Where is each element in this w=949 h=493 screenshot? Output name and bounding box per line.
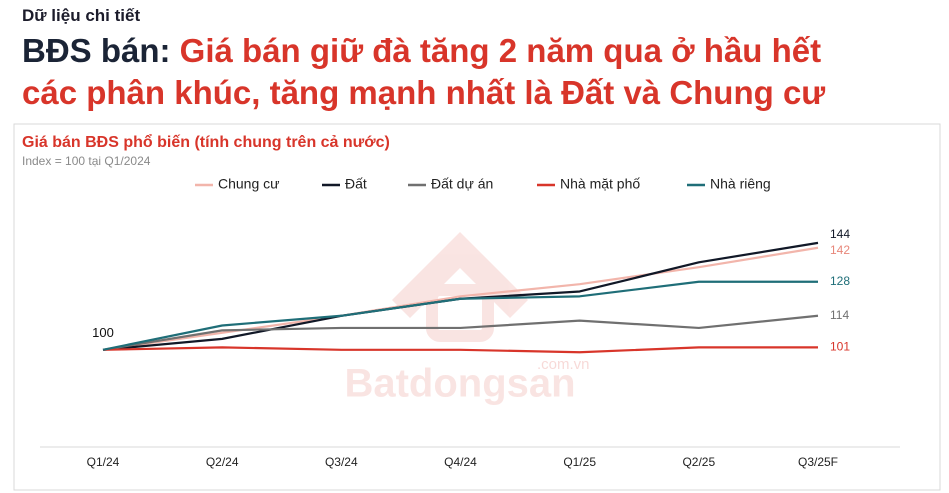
headline-line: các phân khúc, tăng mạnh nhất là Đất và …	[22, 74, 826, 111]
watermark: Batdongsan	[344, 362, 575, 406]
value-label: 128	[830, 274, 850, 288]
chart-frame	[13, 123, 941, 491]
legend-label: Chung cư	[218, 176, 280, 192]
value-label: 100	[92, 325, 114, 340]
x-tick-label: Q2/24	[206, 455, 239, 469]
x-tick-label: Q2/25	[682, 455, 715, 469]
value-label: 114	[830, 308, 849, 322]
value-label: 101	[830, 340, 850, 354]
series-line	[102, 280, 818, 351]
chart-title: Giá bán BĐS phổ biến (tính chung trên cả…	[22, 133, 390, 151]
kicker: Dữ liệu chi tiết	[22, 6, 141, 25]
headline-line: BĐS bán: Giá bán giữ đà tăng 2 năm qua ở…	[22, 30, 825, 72]
headline: BĐS bán: Giá bán giữ đà tăng 2 năm qua ở…	[22, 30, 825, 114]
watermark: .com.vn	[537, 356, 590, 373]
x-tick-label: Q3/24	[325, 455, 358, 469]
value-label: 142	[830, 243, 850, 257]
x-tick-label: Q1/25	[563, 455, 596, 469]
x-tick-label: Q4/24	[444, 455, 477, 469]
x-tick-label: Q3/25F	[798, 455, 838, 469]
series-line	[102, 346, 818, 354]
legend-label: Nhà riêng	[710, 176, 771, 192]
watermark-logo	[392, 232, 528, 342]
series-line	[102, 314, 819, 351]
legend-label: Đất	[345, 176, 367, 192]
legend-label: Đất dự án	[431, 176, 493, 192]
series-line	[102, 246, 819, 351]
value-label: 144	[830, 227, 850, 241]
legend-label: Nhà mặt phố	[560, 176, 640, 192]
headline-prefix: BĐS bán:	[22, 32, 171, 69]
headline-text: Giá bán giữ đà tăng 2 năm qua ở hầu hết	[179, 32, 822, 69]
x-tick-label: Q1/24	[87, 455, 120, 469]
chart-subtitle: Index = 100 tại Q1/2024	[22, 154, 151, 168]
